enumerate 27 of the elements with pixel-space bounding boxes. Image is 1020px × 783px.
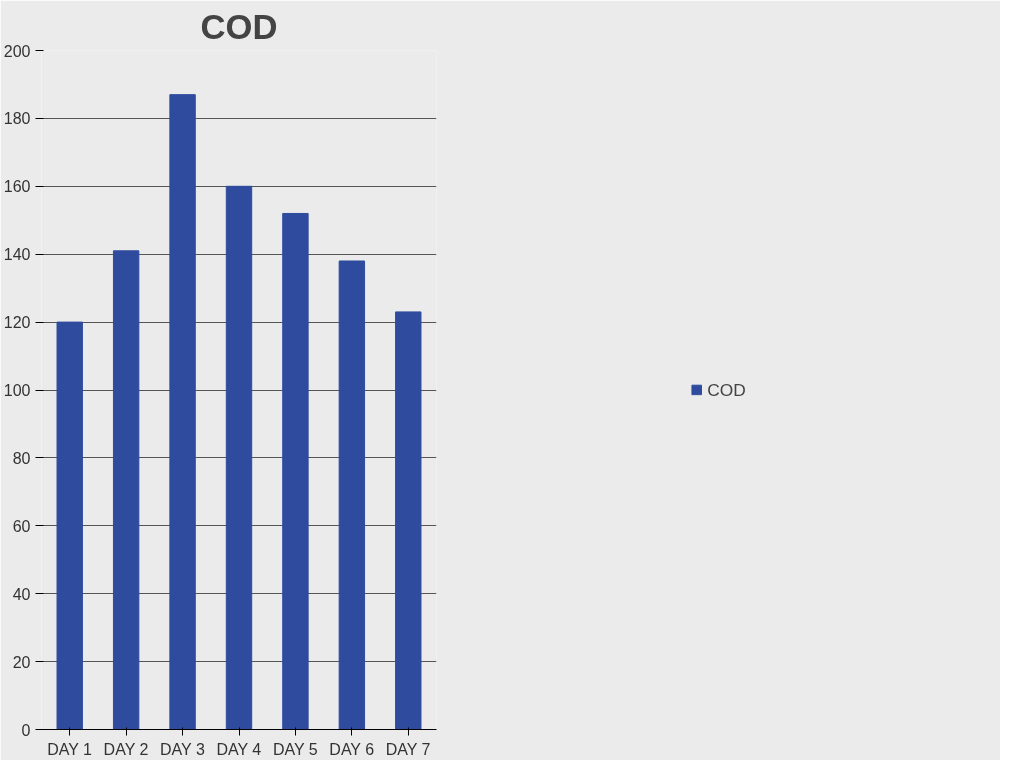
legend-label: COD [707,379,746,400]
y-tick-label: 40 [12,585,31,603]
x-tick-label: DAY 2 [103,740,149,758]
bar [112,250,140,730]
y-tick-label: 100 [3,382,31,399]
bar [56,321,83,730]
bar [338,260,366,730]
y-tick-label: 180 [3,110,31,128]
x-tick-label: DAY 6 [329,740,375,758]
y-tick-label: 200 [3,42,31,60]
bar [169,94,196,730]
x-tick-label: DAY 4 [216,740,262,758]
x-tick-label: DAY 7 [385,740,431,758]
chart-title: COD [200,7,278,46]
bar [225,185,253,730]
bar [282,212,309,730]
x-tick-label: DAY 3 [160,740,205,758]
y-tick-label: 80 [12,449,31,467]
y-tick-label: 160 [3,178,31,196]
y-tick-label: 20 [12,653,31,671]
y-tick-label: 120 [3,314,31,332]
y-tick-label: 60 [12,517,31,535]
x-tick-label: DAY 5 [272,740,318,758]
x-tick-label: DAY 1 [47,740,93,758]
y-tick-label: 140 [3,246,31,264]
bar [395,311,422,730]
y-tick-label: 0 [21,721,31,739]
